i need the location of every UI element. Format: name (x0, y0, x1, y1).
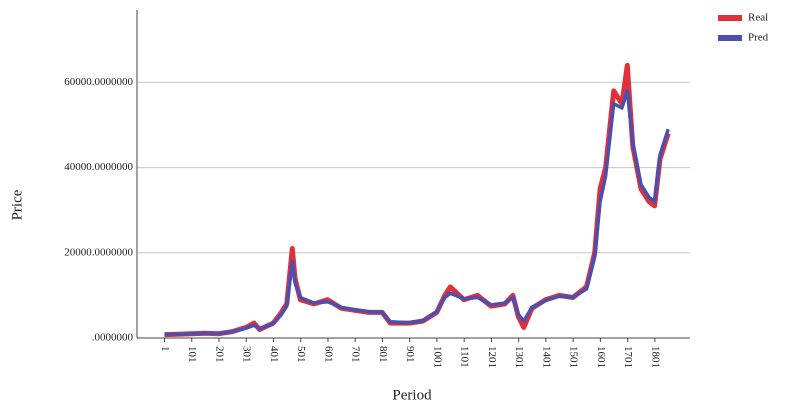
x-tick-label: 1501 (568, 346, 580, 368)
legend-swatch (718, 15, 742, 21)
x-tick-label: 201 (213, 346, 225, 363)
y-tick-label: 40000.0000000 (64, 161, 133, 173)
x-tick-label: 1401 (540, 346, 552, 368)
legend-swatch (718, 35, 742, 41)
y-axis-title: Price (9, 189, 25, 220)
x-tick-label: 1 (159, 346, 171, 352)
x-tick-label: 1801 (649, 346, 661, 368)
line-series (164, 62, 671, 338)
x-tick-label: 1601 (595, 346, 607, 368)
x-tick-label: 301 (241, 346, 253, 363)
x-tick-label: 701 (350, 346, 362, 363)
x-tick-label: 601 (322, 346, 334, 363)
y-tick-label: 20000.0000000 (64, 246, 133, 258)
line-series (164, 89, 670, 337)
x-tick-label: 901 (404, 346, 416, 363)
x-tick-label: 1101 (459, 346, 471, 368)
legend-label: Real (748, 12, 768, 24)
x-tick-label: 1001 (431, 346, 443, 368)
x-tick-label: 101 (186, 346, 198, 363)
y-tick-label: .0000000 (92, 332, 134, 344)
y-tick-label: 60000.0000000 (64, 76, 133, 88)
x-tick-label: 501 (295, 346, 307, 363)
x-tick-label: 801 (377, 346, 389, 363)
x-tick-label: 401 (268, 346, 280, 363)
x-tick-label: 1201 (486, 346, 498, 368)
x-tick-label: 1301 (513, 346, 525, 368)
x-axis-title: Period (392, 387, 432, 403)
x-tick-label: 1701 (622, 346, 634, 368)
legend-label: Pred (748, 32, 769, 44)
